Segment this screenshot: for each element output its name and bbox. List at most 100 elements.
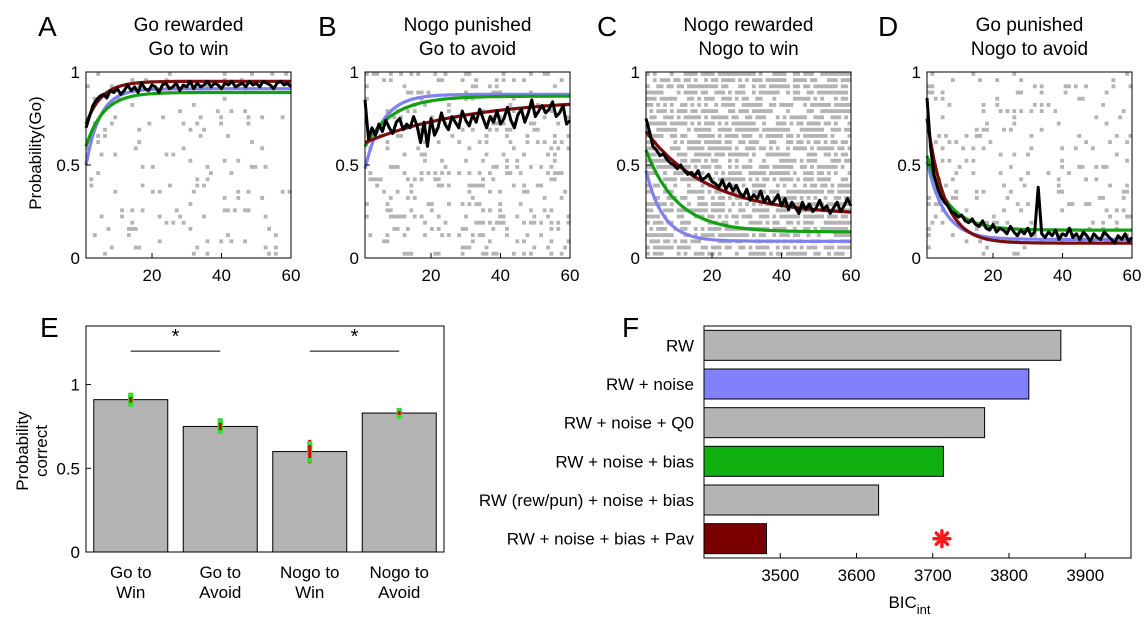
raster-cell	[947, 140, 952, 145]
raster-cell	[529, 251, 533, 256]
raster-cell	[222, 72, 227, 76]
raster-cell	[738, 72, 743, 76]
raster-cell	[477, 202, 482, 207]
raster-cell	[676, 245, 681, 250]
raster-cell	[511, 96, 516, 101]
raster-cell	[474, 220, 479, 225]
raster-cell	[365, 214, 369, 219]
raster-cell	[659, 233, 664, 238]
raster-cell	[687, 115, 691, 120]
raster-cell	[827, 109, 831, 114]
raster-cell	[447, 171, 451, 176]
raster-cell	[772, 140, 777, 145]
raster-cell	[198, 134, 203, 138]
raster-cell	[751, 84, 756, 89]
raster-cell	[810, 177, 814, 182]
raster-cell	[823, 72, 828, 76]
raster-cell	[508, 103, 513, 107]
raster-cell	[693, 152, 698, 157]
raster-cell	[368, 233, 373, 238]
raster-cell	[1101, 103, 1106, 107]
raster-cell	[273, 233, 278, 238]
raster-cell	[714, 146, 719, 151]
raster-cell	[810, 220, 814, 225]
raster-cell	[646, 72, 650, 76]
raster-cell	[419, 171, 424, 176]
raster-cell	[721, 90, 725, 95]
raster-cell	[779, 214, 784, 219]
raster-cell	[89, 183, 94, 188]
raster-cell	[799, 189, 804, 194]
raster-cell	[443, 220, 448, 225]
raster-cell	[195, 245, 200, 250]
raster-cell	[721, 208, 725, 213]
raster-cell	[827, 202, 831, 207]
raster-cell	[779, 134, 784, 138]
raster-cell	[188, 158, 193, 163]
raster-cell	[833, 103, 838, 107]
raster-cell	[673, 121, 678, 126]
raster-cell	[392, 165, 397, 169]
raster-cell	[782, 245, 787, 250]
raster-cell	[731, 78, 736, 83]
raster-cell	[656, 214, 661, 219]
raster-cell	[755, 189, 760, 194]
raster-cell	[840, 72, 845, 76]
raster-cell	[830, 220, 835, 225]
raster-cell	[964, 134, 969, 138]
raster-cell	[748, 165, 753, 169]
raster-cell	[844, 140, 848, 145]
raster-cell	[508, 140, 513, 145]
raster-cell	[717, 245, 722, 250]
bar	[703, 329, 1062, 361]
raster-cell	[419, 177, 424, 182]
raster-cell	[409, 183, 414, 188]
raster-cell	[833, 251, 838, 256]
panel-letter: D	[878, 11, 898, 42]
raster-cell	[748, 121, 753, 126]
raster-cell	[937, 134, 942, 138]
raster-cell	[974, 227, 979, 231]
raster-cell	[704, 165, 708, 169]
raster-cell	[721, 84, 725, 89]
raster-cell	[844, 227, 848, 231]
raster-cell	[775, 165, 780, 169]
raster-cell	[995, 103, 1000, 107]
raster-cell	[467, 171, 472, 176]
category-label: Go to	[199, 563, 241, 582]
raster-cell	[666, 233, 671, 238]
raster-cell	[669, 202, 674, 207]
raster-cell	[1080, 239, 1085, 244]
raster-cell	[697, 152, 702, 157]
raster-cell	[707, 189, 712, 194]
raster-cell	[663, 189, 667, 194]
raster-cell	[669, 96, 674, 101]
raster-cell	[779, 72, 784, 76]
raster-cell	[501, 152, 506, 157]
raster-cell	[491, 115, 496, 120]
raster-cell	[263, 245, 268, 250]
raster-cell	[120, 208, 124, 213]
raster-cell	[758, 109, 763, 114]
raster-cell	[707, 227, 712, 231]
raster-cell	[529, 72, 533, 76]
raster-cell	[704, 134, 708, 138]
raster-cell	[96, 140, 101, 145]
raster-cell	[751, 208, 756, 213]
raster-cell	[697, 208, 702, 213]
raster-cell	[511, 183, 516, 188]
raster-cell	[552, 140, 557, 145]
raster-cell	[755, 183, 760, 188]
raster-cell	[236, 196, 241, 200]
raster-cell	[775, 115, 780, 120]
raster-cell	[556, 121, 561, 126]
raster-cell	[724, 214, 729, 219]
raster-cell	[522, 152, 526, 157]
raster-cell	[755, 140, 760, 145]
raster-cell	[806, 140, 811, 145]
y-tick-label: 0.5	[897, 156, 921, 175]
raster-cell	[673, 78, 678, 83]
raster-cell	[724, 245, 729, 250]
